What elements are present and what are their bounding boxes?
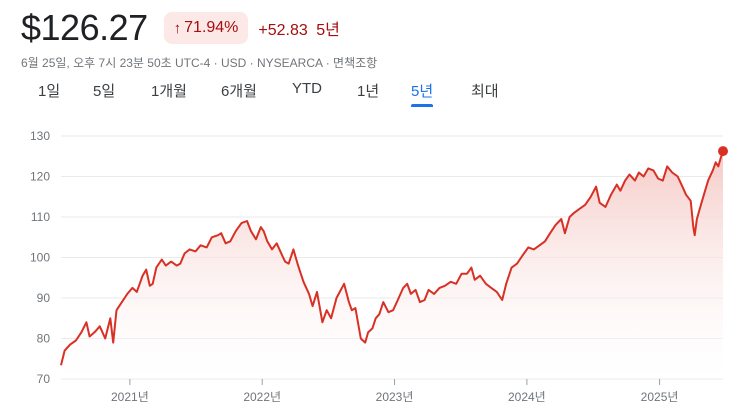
tab-1y[interactable]: 1년	[357, 83, 380, 100]
y-tick-label: 80	[37, 332, 51, 346]
x-tick-label: 2022년	[243, 390, 281, 404]
current-price-marker	[718, 146, 728, 157]
y-tick-label: 120	[30, 170, 50, 184]
y-tick-label: 130	[30, 129, 50, 143]
change-amount: +52.83 5년	[258, 16, 339, 40]
x-tick-label: 2021년	[111, 390, 149, 404]
price-area-fill	[61, 151, 723, 379]
tab-5d[interactable]: 5일	[93, 83, 116, 100]
change-abs: +52.83	[258, 22, 308, 39]
x-axis: 2021년 2022년 2023년 2024년 2025년	[111, 379, 678, 404]
tab-1d[interactable]: 1일	[38, 83, 61, 100]
tab-5y[interactable]: 5년	[411, 80, 434, 107]
quote-meta: 6월 25일, 오후 7시 23분 50초 UTC-4 · USD · NYSE…	[21, 56, 378, 70]
x-tick-label: 2023년	[376, 390, 414, 404]
tab-ytd[interactable]: YTD	[292, 80, 322, 97]
price-line	[60, 150, 724, 366]
y-axis: 70 80 90 100 110 120 130	[30, 129, 50, 386]
x-tick-label: 2025년	[641, 390, 679, 404]
y-tick-label: 110	[31, 210, 50, 224]
change-percent-badge: ↑ 71.94%	[163, 12, 249, 44]
current-price: $126.27	[21, 7, 148, 48]
tab-max[interactable]: 최대	[471, 83, 499, 100]
change-period: 5년	[316, 22, 340, 39]
change-percent: 71.94%	[184, 19, 239, 36]
y-tick-label: 90	[37, 291, 51, 305]
quote-header: $126.27 ↑ 71.94% +52.83 5년	[21, 6, 340, 50]
x-tick-label: 2024년	[508, 390, 546, 404]
tab-1m[interactable]: 1개월	[151, 83, 187, 100]
arrow-up-icon: ↑	[173, 19, 182, 37]
y-tick-label: 70	[37, 372, 51, 386]
tab-6m[interactable]: 6개월	[221, 83, 257, 100]
y-tick-label: 100	[30, 251, 50, 265]
